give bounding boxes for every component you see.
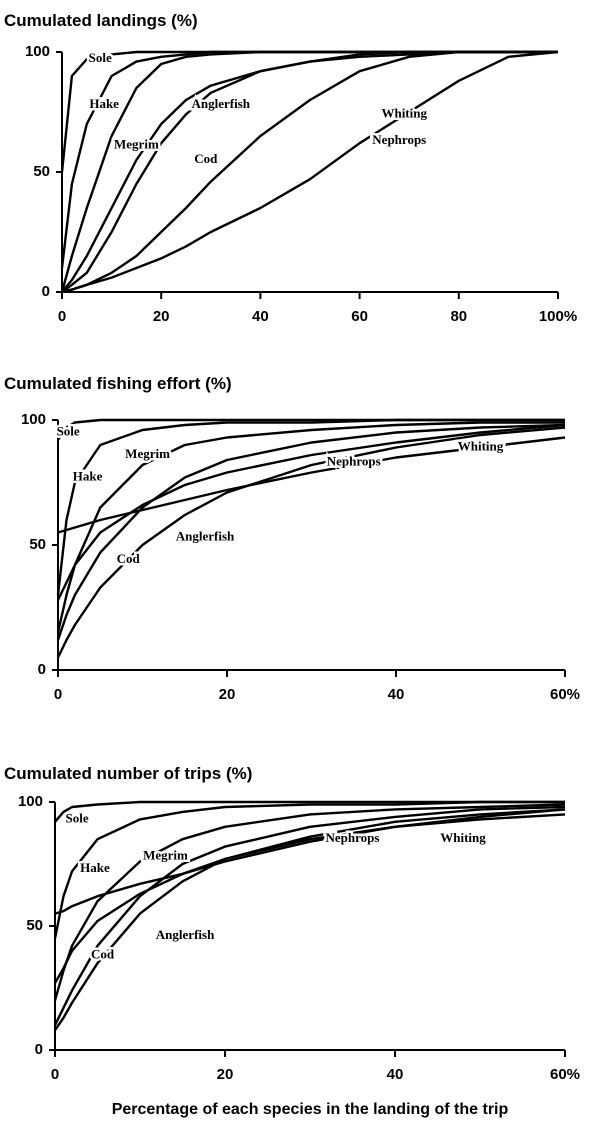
x-tick-label: 80 bbox=[450, 308, 467, 325]
x-axis-label: Percentage of each species in the landin… bbox=[112, 1101, 509, 1118]
chart-title: Cumulated fishing effort (%) bbox=[4, 374, 232, 393]
series-line bbox=[61, 50, 559, 294]
series-label: Cod bbox=[117, 551, 141, 566]
series-label: Megrim bbox=[143, 848, 188, 863]
series-line bbox=[56, 423, 566, 641]
series-label: Megrim bbox=[114, 137, 159, 152]
series-line bbox=[53, 805, 566, 1026]
x-tick-label: 100% bbox=[539, 308, 577, 325]
x-tick-label: 0 bbox=[51, 1066, 59, 1083]
series-label: Anglerfish bbox=[191, 96, 250, 111]
series-line bbox=[61, 50, 558, 294]
y-tick-label: 100 bbox=[18, 793, 43, 810]
y-tick-label: 0 bbox=[42, 283, 50, 300]
x-tick-label: 60 bbox=[351, 308, 368, 325]
series-label: Nephrops bbox=[327, 453, 381, 468]
series-label: Hake bbox=[80, 860, 110, 875]
series-label: Whiting bbox=[458, 438, 504, 453]
x-tick-label: 20 bbox=[153, 308, 170, 325]
y-tick-label: 50 bbox=[26, 917, 43, 934]
y-tick-label: 0 bbox=[35, 1041, 43, 1058]
y-tick-label: 0 bbox=[38, 661, 46, 678]
y-tick-label: 100 bbox=[25, 43, 50, 60]
x-tick-label: 60% bbox=[550, 1066, 580, 1083]
series-label: Sole bbox=[57, 423, 80, 438]
series-label: Whiting bbox=[381, 105, 427, 120]
series-line bbox=[53, 800, 565, 939]
y-tick-label: 50 bbox=[33, 163, 50, 180]
x-tick-label: 40 bbox=[252, 308, 269, 325]
series-line bbox=[57, 436, 566, 534]
chart-title: Cumulated landings (%) bbox=[4, 11, 198, 30]
series-label: Sole bbox=[89, 50, 112, 65]
series-line bbox=[56, 423, 566, 601]
x-tick-label: 20 bbox=[219, 686, 236, 703]
x-tick-label: 60% bbox=[550, 686, 580, 703]
series-label: Anglerfish bbox=[176, 528, 235, 543]
series-label: Cod bbox=[91, 947, 115, 962]
series-label: Nephrops bbox=[372, 132, 426, 147]
x-tick-label: 20 bbox=[217, 1066, 234, 1083]
x-tick-label: 0 bbox=[58, 308, 66, 325]
series-label: Sole bbox=[66, 810, 89, 825]
y-tick-label: 100 bbox=[21, 411, 46, 428]
x-tick-label: 40 bbox=[388, 686, 405, 703]
series-label: Hake bbox=[89, 96, 119, 111]
y-tick-label: 50 bbox=[29, 536, 46, 553]
series-label: Cod bbox=[194, 151, 218, 166]
series-label: Megrim bbox=[125, 446, 170, 461]
series-label: Nephrops bbox=[326, 830, 380, 845]
series-line bbox=[56, 418, 565, 596]
series-label: Whiting bbox=[440, 830, 486, 845]
series-line bbox=[54, 800, 565, 823]
series-line bbox=[54, 808, 566, 1031]
chart-title: Cumulated number of trips (%) bbox=[4, 764, 252, 783]
series-line bbox=[56, 421, 565, 633]
series-label: Anglerfish bbox=[156, 927, 215, 942]
series-line bbox=[53, 803, 566, 1001]
series-line bbox=[53, 813, 566, 984]
series-line bbox=[56, 426, 566, 659]
x-tick-label: 40 bbox=[387, 1066, 404, 1083]
series-label: Hake bbox=[73, 468, 103, 483]
x-tick-label: 0 bbox=[54, 686, 62, 703]
